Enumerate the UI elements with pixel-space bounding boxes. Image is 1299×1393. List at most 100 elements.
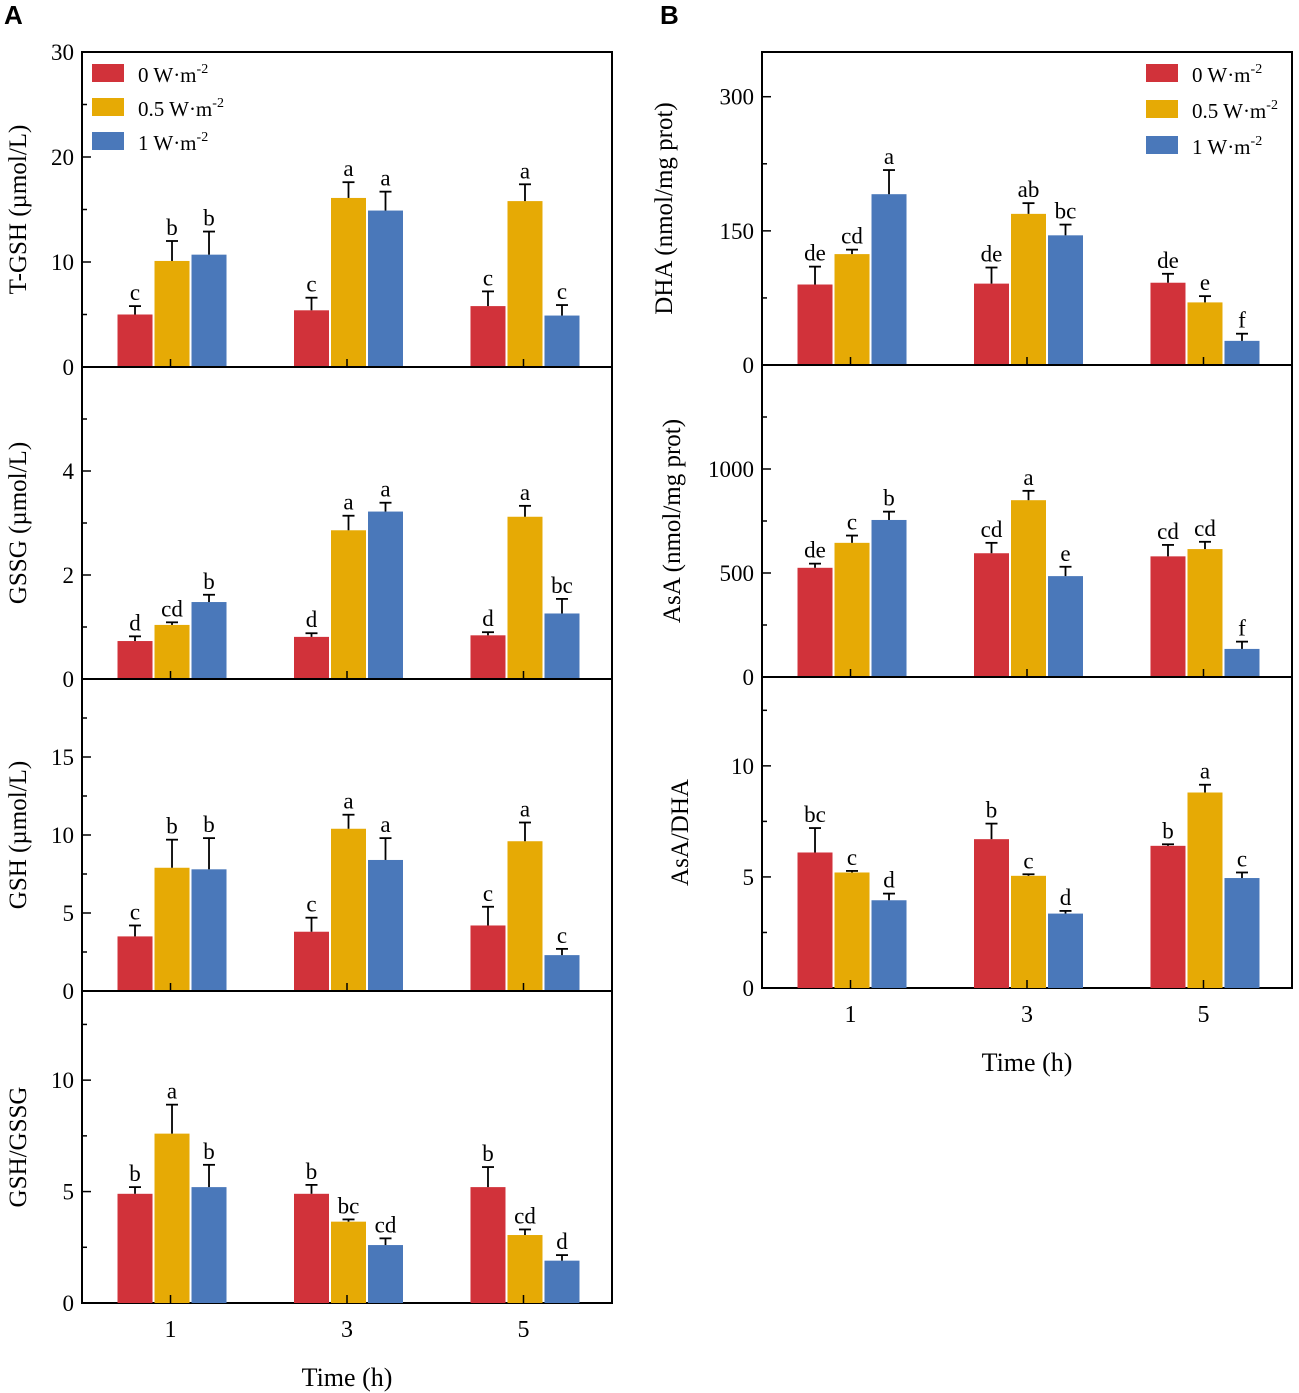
bar	[974, 553, 1009, 677]
significance-letter: de	[804, 538, 826, 563]
significance-letter: a	[343, 156, 353, 181]
x-tick-label: 5	[1197, 1002, 1209, 1028]
legend-panel-A: 0 W·m-2 0.5 W·m-2 1 W·m-2	[92, 62, 224, 155]
bar	[1150, 282, 1186, 365]
y-tick-label: 300	[720, 85, 755, 110]
significance-letter: b	[203, 206, 215, 231]
significance-letter: a	[520, 797, 530, 822]
significance-letter: b	[1162, 818, 1174, 843]
significance-letter: cd	[981, 517, 1003, 542]
bar	[1150, 845, 1186, 988]
y-axis-label: GSSG (µmol/L)	[5, 442, 32, 604]
bar	[797, 284, 833, 365]
x-axis-label: Time (h)	[302, 1363, 393, 1392]
bar	[871, 900, 907, 988]
y-tick-label: 0	[743, 976, 755, 1001]
significance-letter: de	[804, 241, 826, 266]
x-tick-label: 5	[517, 1317, 529, 1343]
significance-letter: bc	[338, 1193, 360, 1218]
bar	[470, 635, 506, 679]
y-tick-label: 0	[743, 353, 755, 378]
y-axis-label: AsA/DHA	[667, 779, 694, 886]
x-tick-label: 1	[165, 1317, 177, 1343]
y-tick-label: 150	[720, 219, 755, 244]
bar	[871, 194, 907, 365]
significance-letter: c	[483, 881, 493, 906]
bar	[154, 624, 190, 679]
y-tick-label: 0	[63, 979, 75, 1004]
significance-letter: b	[482, 1141, 494, 1166]
significance-letter: ab	[1018, 177, 1040, 202]
significance-letter: e	[1200, 270, 1210, 295]
legend-swatch	[1146, 100, 1178, 118]
legend-swatch	[92, 132, 124, 150]
bar	[368, 1245, 403, 1303]
bar	[154, 260, 190, 367]
panel-label-B: B	[660, 0, 679, 30]
bar	[1048, 913, 1083, 988]
legend-panel-B: 0 W·m-2 0.5 W·m-2 1 W·m-2	[1146, 62, 1278, 159]
bar	[470, 925, 506, 991]
y-tick-label: 20	[51, 145, 74, 170]
y-tick-label: 10	[51, 1068, 74, 1093]
bar	[368, 859, 403, 991]
significance-letter: a	[167, 1079, 177, 1104]
bar	[1187, 792, 1223, 988]
bar	[154, 867, 190, 991]
bar	[1048, 235, 1083, 365]
significance-letter: a	[520, 480, 530, 505]
significance-letter: b	[883, 486, 895, 511]
bar	[797, 567, 833, 677]
x-tick-label: 1	[845, 1002, 857, 1028]
bar	[117, 936, 153, 991]
significance-letter: a	[343, 490, 353, 515]
bar	[331, 530, 366, 679]
panel-3: 0 5 10 15 GSH (µmol/L) c c c b a a b a c	[5, 678, 613, 1004]
bar	[544, 613, 580, 679]
bar	[834, 872, 870, 988]
significance-letter: a	[1200, 759, 1210, 784]
legend-swatch	[1146, 136, 1178, 154]
bar	[191, 1187, 227, 1303]
bar	[797, 852, 833, 988]
x-tick-label: 3	[341, 1317, 353, 1343]
y-tick-label: 2	[63, 563, 75, 588]
y-tick-label: 1000	[708, 457, 754, 482]
bar	[834, 542, 870, 677]
bar	[294, 931, 329, 991]
bar	[1187, 302, 1223, 365]
significance-letter: d	[129, 610, 141, 635]
legend-swatch	[92, 98, 124, 116]
bar	[117, 641, 153, 679]
x-tick-label: 3	[1021, 1002, 1033, 1028]
bar	[544, 1260, 580, 1303]
bar	[871, 519, 907, 677]
y-tick-label: 10	[731, 754, 754, 779]
significance-letter: b	[306, 1159, 318, 1184]
bar	[974, 283, 1009, 365]
significance-letter: de	[981, 242, 1003, 267]
bar	[191, 602, 227, 679]
significance-letter: d	[306, 607, 318, 632]
legend-label: 0 W·m-2	[138, 62, 208, 87]
bar	[470, 306, 506, 367]
significance-letter: a	[884, 144, 894, 169]
significance-letter: c	[130, 280, 140, 305]
bar	[1011, 500, 1046, 677]
bar	[1224, 340, 1260, 365]
bar	[368, 210, 403, 367]
significance-letter: f	[1238, 308, 1246, 333]
bar	[1011, 213, 1046, 365]
bar	[507, 516, 543, 679]
y-tick-label: 15	[51, 745, 74, 770]
significance-letter: c	[1023, 848, 1033, 873]
significance-letter: c	[483, 265, 493, 290]
bar	[1048, 576, 1083, 677]
significance-letter: a	[1023, 465, 1033, 490]
bar	[1150, 556, 1186, 677]
significance-letter: a	[343, 789, 353, 814]
bar	[154, 1133, 190, 1303]
bar	[1011, 875, 1046, 988]
